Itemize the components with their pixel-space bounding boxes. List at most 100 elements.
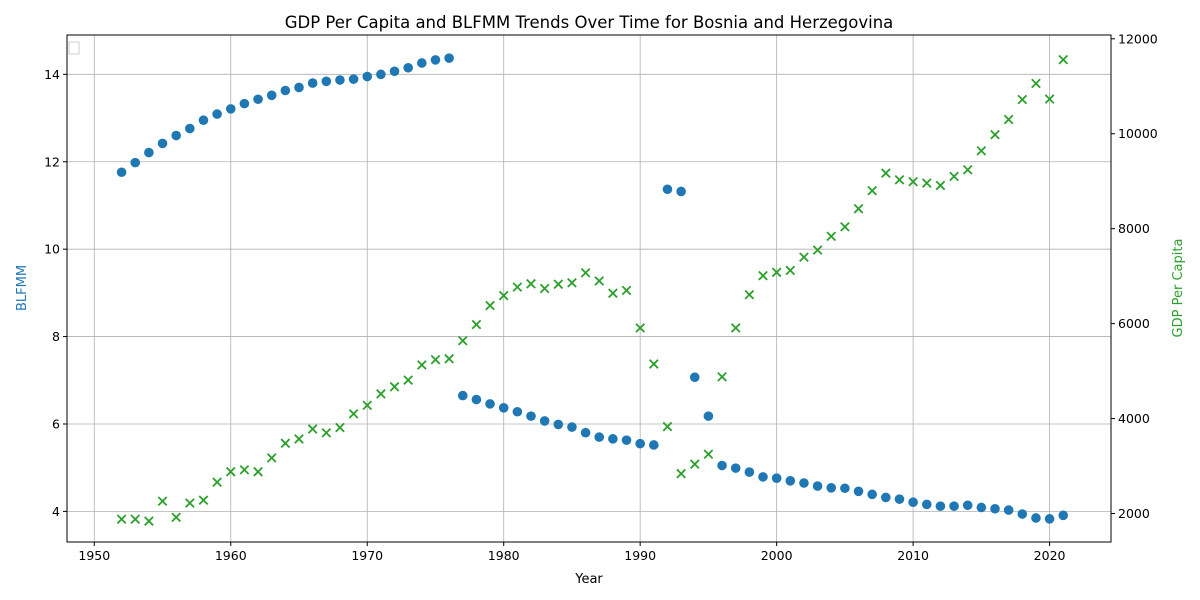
blfmm-point <box>867 489 877 500</box>
gdp-per-capita-point <box>580 267 591 278</box>
blfmm-point <box>1017 509 1028 519</box>
right-y-tick-label: 10000 <box>1118 126 1158 141</box>
blfmm-point <box>280 85 291 96</box>
blfmm-point <box>417 58 427 68</box>
blfmm-point <box>703 411 714 421</box>
blfmm-point <box>116 167 127 178</box>
gdp-per-capita-point <box>826 231 837 242</box>
blfmm-point <box>212 109 222 119</box>
left-y-tick-label: 6 <box>52 416 60 431</box>
left-y-tick-label: 12 <box>44 154 60 169</box>
blfmm-point <box>266 90 277 101</box>
blfmm-point <box>908 497 918 508</box>
gdp-per-capita-point <box>457 335 468 346</box>
gdp-per-capita-point <box>1058 54 1069 65</box>
gdp-per-capita-point <box>403 375 414 385</box>
gdp-per-capita-point <box>1031 78 1041 89</box>
gdp-per-capita-point <box>430 354 441 365</box>
blfmm-point <box>144 147 154 158</box>
left-y-tick-label: 4 <box>52 504 60 519</box>
gdp-per-capita-point <box>990 129 1000 140</box>
gdp-per-capita-point <box>130 514 141 525</box>
gdp-per-capita-point <box>335 422 345 433</box>
gdp-per-capita-point <box>758 270 768 281</box>
blfmm-point <box>198 115 209 126</box>
gdp-per-capita-point <box>799 252 809 263</box>
gdp-per-capita-point <box>184 498 195 508</box>
gdp-per-capita-point <box>294 434 304 444</box>
blfmm-point <box>785 476 796 486</box>
blfmm-point <box>526 411 536 421</box>
gdp-per-capita-point <box>894 174 905 185</box>
gdp-per-capita-point <box>594 276 605 286</box>
gdp-per-capita-point <box>717 371 727 382</box>
blfmm-point <box>1044 514 1055 524</box>
gdp-per-capita-point <box>812 245 823 255</box>
blfmm-point <box>567 422 577 432</box>
blfmm-point <box>826 483 837 493</box>
left-y-axis-title: BLFMM <box>15 265 30 311</box>
gdp-per-capita-point <box>771 267 782 278</box>
gdp-per-capita-point <box>621 285 632 296</box>
axis-ticks: 1950 1960 1970 1980 1990 2000 2010 2020 4 6 8 10 12 1… <box>44 31 1158 563</box>
gdp-per-capita-point <box>567 277 577 288</box>
empty-legend-box <box>68 41 80 55</box>
gdp-per-capita-point <box>676 468 686 479</box>
gdp-per-capita-point <box>1003 114 1014 125</box>
blfmm-point <box>799 478 809 488</box>
gdp-per-capita-point <box>648 359 659 369</box>
gdp-per-capita-point <box>389 381 400 392</box>
gdp-per-capita-point <box>730 323 741 333</box>
gdp-per-capita-point <box>116 514 127 525</box>
blfmm-point <box>730 463 741 473</box>
gdp-per-capita-point <box>171 512 182 523</box>
blfmm-point <box>1003 505 1014 515</box>
blfmm-point <box>840 483 850 494</box>
right-y-axis-title: GDP Per Capita <box>1171 239 1186 338</box>
blfmm-point <box>894 494 905 504</box>
blfmm-point <box>921 499 932 510</box>
x-axis-title: Year <box>574 572 603 587</box>
gdp-per-capita-point <box>512 282 523 292</box>
gdp-per-capita-point <box>689 459 700 469</box>
right-y-tick-label: 8000 <box>1118 221 1150 236</box>
blfmm-point <box>539 416 550 426</box>
right-y-tick-label: 2000 <box>1118 506 1150 521</box>
gdp-per-capita-point <box>976 145 987 156</box>
gdp-per-capita-point <box>1044 94 1055 104</box>
blfmm-point <box>362 71 373 82</box>
gdp-per-capita-point <box>526 278 536 289</box>
blfmm-point <box>881 492 891 503</box>
gdp-per-capita-point <box>266 453 277 463</box>
blfmm-point <box>744 467 755 477</box>
gdp-per-capita-point <box>485 300 495 311</box>
x-tick-label: 1990 <box>624 548 656 563</box>
blfmm-point <box>580 427 591 438</box>
gdp-per-capita-point <box>553 279 564 290</box>
left-y-tick-label: 14 <box>44 67 60 82</box>
blfmm-point <box>689 372 700 383</box>
gdp-per-capita-point <box>1017 94 1028 105</box>
gdp-per-capita-point <box>498 290 509 301</box>
blfmm-point <box>812 481 823 491</box>
gdp-per-capita-point <box>635 323 646 333</box>
blfmm-point <box>471 394 482 405</box>
gdp-per-capita-point <box>921 178 932 188</box>
gdp-per-capita-point <box>280 438 291 449</box>
gdp-per-capita-point <box>744 289 755 300</box>
right-y-tick-label: 12000 <box>1118 31 1158 46</box>
x-tick-label: 2020 <box>1034 548 1066 563</box>
blfmm-point <box>553 419 564 430</box>
blfmm-point <box>771 473 782 483</box>
x-tick-label: 2010 <box>897 548 929 563</box>
blfmm-point <box>594 432 605 442</box>
gdp-per-capita-point <box>362 400 373 411</box>
right-y-tick-label: 6000 <box>1118 316 1150 331</box>
blfmm-point <box>389 66 400 77</box>
blfmm-point <box>457 390 468 401</box>
blfmm-point <box>171 130 181 141</box>
x-tick-label: 1960 <box>215 548 247 563</box>
gdp-per-capita-point <box>662 421 673 432</box>
right-y-tick-label: 4000 <box>1118 411 1150 426</box>
